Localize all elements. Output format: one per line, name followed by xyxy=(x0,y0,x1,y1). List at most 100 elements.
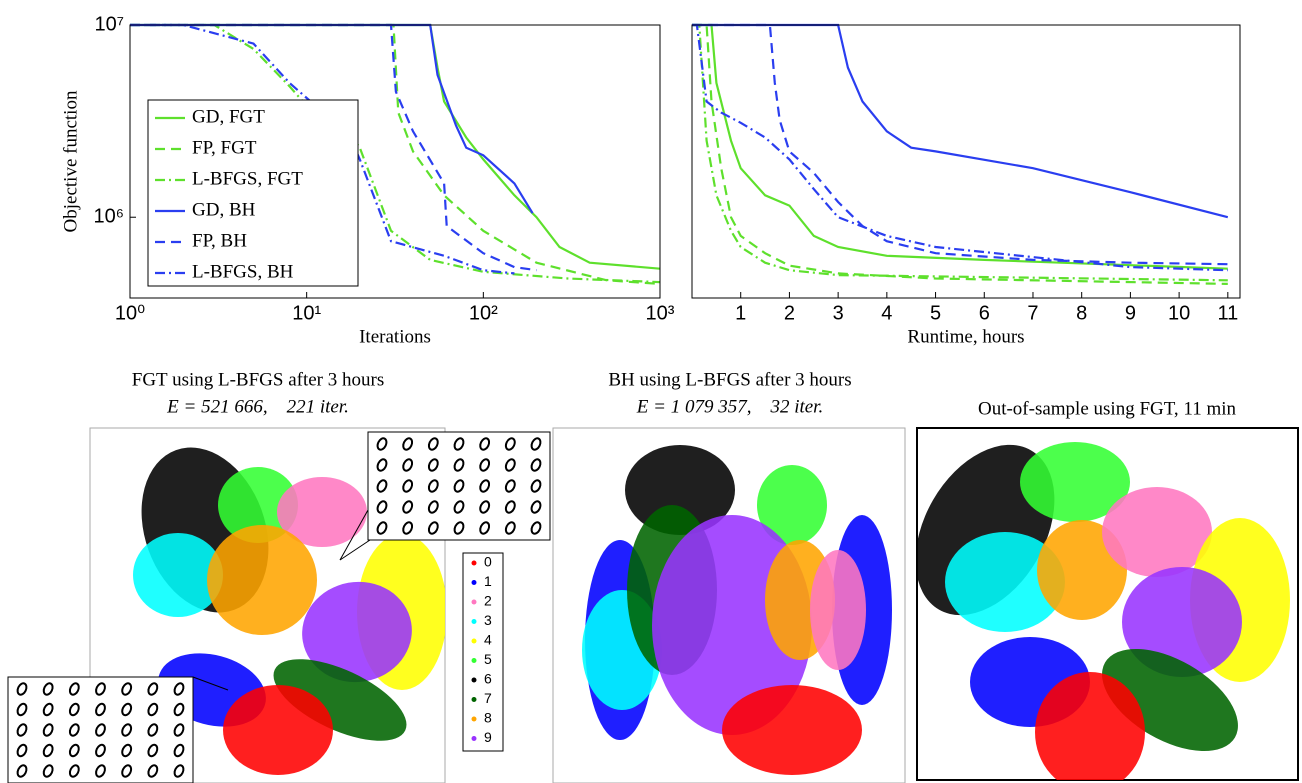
digit-glyph xyxy=(376,437,388,451)
cluster xyxy=(757,465,827,545)
digit-glyph xyxy=(402,521,414,535)
legend-label: 0 xyxy=(484,554,492,570)
cluster xyxy=(218,467,298,543)
digit-glyph xyxy=(479,521,491,535)
digit-glyph xyxy=(173,723,185,737)
legend-label: 6 xyxy=(484,671,492,687)
digit-glyph xyxy=(16,702,28,717)
digit-glyph xyxy=(68,723,80,737)
legend-label: L-BFGS, FGT xyxy=(192,168,303,189)
cluster xyxy=(810,550,866,670)
digit-glyph xyxy=(530,458,542,472)
legend-dot xyxy=(471,736,477,741)
legend-dot xyxy=(471,619,477,624)
digit-glyph xyxy=(173,764,185,778)
legend-dot xyxy=(471,716,477,722)
digit-glyph xyxy=(95,723,106,737)
digit-glyph xyxy=(504,500,516,514)
y-axis-label: Objective function xyxy=(60,90,81,232)
x-tick-label: 5 xyxy=(930,302,941,324)
panel-title: FGT using L-BFGS after 3 hours xyxy=(132,369,384,390)
digit-glyph xyxy=(402,500,414,514)
digit-glyph xyxy=(68,743,80,758)
axes-frame xyxy=(129,24,661,299)
inset-pointer xyxy=(339,509,369,561)
legend-label: 5 xyxy=(484,651,492,667)
x-tick-label: 10² xyxy=(469,302,498,324)
cluster xyxy=(722,685,862,775)
digit-glyph xyxy=(453,521,465,535)
cluster xyxy=(1020,442,1130,522)
digit-glyph xyxy=(68,682,80,696)
legend-label: 8 xyxy=(484,710,492,726)
digit-glyph xyxy=(427,437,439,451)
embedding xyxy=(917,442,1290,780)
legend-label: L-BFGS, BH xyxy=(192,261,294,282)
digit-glyph xyxy=(402,458,414,472)
x-tick-label: 10 xyxy=(1168,302,1190,324)
legend-box xyxy=(462,552,504,752)
x-tick-label: 8 xyxy=(1076,302,1087,324)
digit-glyph xyxy=(376,479,388,493)
digit-glyph xyxy=(173,702,185,717)
series-line xyxy=(130,23,660,285)
legend-dot xyxy=(471,638,477,644)
digit-glyph xyxy=(530,479,542,493)
legend-dot xyxy=(471,560,477,566)
cluster xyxy=(273,659,407,741)
legend-label: 7 xyxy=(484,690,492,706)
series-line xyxy=(692,23,1228,272)
digit-glyph xyxy=(376,500,388,514)
digit-glyph xyxy=(16,723,28,737)
digit-glyph xyxy=(427,479,439,493)
cluster xyxy=(223,685,333,775)
legend-label: GD, FGT xyxy=(192,106,265,127)
digit-glyph xyxy=(16,682,28,696)
digit-glyph xyxy=(479,458,491,472)
digit-glyph xyxy=(95,682,106,696)
cluster xyxy=(277,477,367,547)
digit-glyph xyxy=(42,764,54,778)
cluster xyxy=(302,581,412,683)
digit-glyph xyxy=(147,682,159,696)
x-tick-label: 7 xyxy=(1027,302,1038,324)
legend-dot xyxy=(471,697,477,702)
x-tick-label: 2 xyxy=(784,302,795,324)
legend-label: 9 xyxy=(484,729,492,745)
digit-glyph xyxy=(173,743,185,758)
legend-box xyxy=(147,99,359,287)
cluster xyxy=(133,533,223,617)
x-tick-label: 4 xyxy=(881,302,892,324)
legend-label: 4 xyxy=(484,632,492,648)
x-tick-label: 6 xyxy=(979,302,990,324)
legend-label: FP, FGT xyxy=(192,137,257,158)
embedding xyxy=(133,447,445,775)
digit-glyph xyxy=(121,723,133,737)
digit-glyph xyxy=(376,458,388,472)
digit-glyph xyxy=(16,743,28,758)
legend-dot xyxy=(471,580,477,585)
digit-glyph xyxy=(530,437,542,451)
digit-glyph xyxy=(121,682,133,696)
digit-glyph xyxy=(16,764,28,778)
digit-glyph xyxy=(453,500,465,514)
digit-glyph xyxy=(504,521,516,535)
x-tick-label: 1 xyxy=(735,302,746,324)
digit-glyph xyxy=(95,764,106,778)
legend-label: GD, BH xyxy=(192,199,256,220)
digit-glyph xyxy=(147,764,159,778)
digit-glyph xyxy=(427,458,439,472)
digit-glyph xyxy=(402,437,414,451)
panel-title: BH using L-BFGS after 3 hours xyxy=(608,369,851,390)
series-line xyxy=(692,23,1228,282)
digit-glyph xyxy=(504,437,516,451)
digit-glyph xyxy=(427,500,439,514)
digit-glyph xyxy=(42,743,54,758)
digit-glyph xyxy=(173,682,185,696)
digit-glyph xyxy=(147,702,159,717)
plot-area xyxy=(692,23,1229,285)
panel-frame xyxy=(552,427,906,783)
legend-label: 1 xyxy=(484,573,492,589)
